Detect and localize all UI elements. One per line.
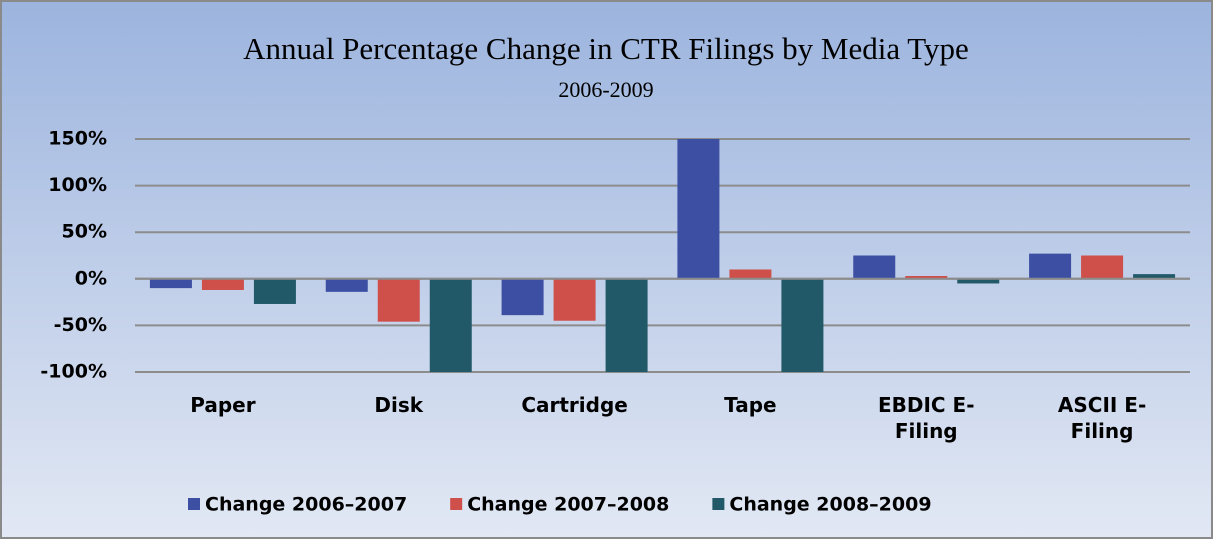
bar [1133, 274, 1176, 279]
bar [501, 278, 544, 316]
y-tick-label: -100% [40, 361, 107, 383]
x-tick-label: EBDIC E-Filing [877, 393, 975, 443]
bar [905, 276, 948, 279]
bar [1029, 253, 1072, 279]
x-tick-label: Disk [374, 393, 424, 417]
legend-swatch [450, 498, 463, 510]
bar [253, 278, 296, 304]
legend-label: Change 2008–2009 [729, 494, 931, 516]
chart-subtitle: 2006-2009 [558, 77, 653, 102]
bar [677, 139, 720, 279]
y-tick-label: 0% [75, 267, 107, 289]
y-tick-label: 50% [62, 221, 107, 243]
bar [605, 278, 648, 372]
bar [1081, 255, 1124, 279]
x-tick-label: Tape [724, 393, 777, 417]
x-tick-label: Paper [190, 393, 256, 417]
y-tick-label: 100% [48, 174, 107, 196]
bar [957, 278, 1000, 284]
bar [553, 278, 596, 321]
bar [201, 278, 244, 290]
chart-title: Annual Percentage Change in CTR Filings … [243, 31, 969, 66]
legend-label: Change 2007–2008 [467, 494, 669, 516]
bar [429, 278, 472, 372]
bar [781, 278, 824, 372]
bar [325, 278, 368, 292]
y-tick-label: -50% [54, 314, 107, 336]
legend-swatch [712, 498, 725, 510]
bar [377, 278, 420, 322]
legend-swatch [188, 498, 200, 510]
x-tick-label: ASCII E-Filing [1057, 393, 1147, 443]
x-tick-label: Cartridge [521, 393, 628, 417]
y-tick-label: 150% [48, 128, 107, 150]
bar [729, 269, 772, 279]
legend-label: Change 2006–2007 [205, 494, 407, 516]
bar [149, 278, 192, 289]
bar [853, 255, 896, 279]
